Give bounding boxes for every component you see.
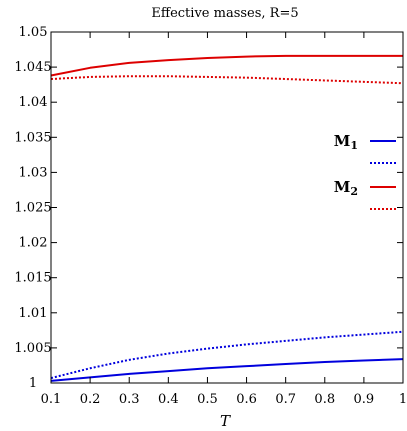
series-layer [50,54,404,382]
y-tick-label-7: 1.035 [14,130,51,145]
ticks-layer: 0.1 0.2 0.3 0.4 0.5 0.6 0.7 0.8 0.9 1 1 1.005 1.01 1.… [14,25,407,407]
y-tick-label-3: 1.015 [14,271,51,286]
series-line-0 [50,358,404,382]
y-tick-label-9: 1.045 [14,60,51,75]
legend-label-1: M2 [334,178,358,198]
plot-frame [50,31,404,384]
x-tick-label-6: 0.7 [275,392,296,407]
y-tick-label-2: 1.01 [19,306,48,321]
x-tick-label-5: 0.6 [236,392,257,407]
x-tick-label-2: 0.3 [119,392,140,407]
x-tick-label-7: 0.8 [314,392,335,407]
x-tick-label-3: 0.4 [158,392,179,407]
y-tick-label-0: 1 [29,376,37,391]
chart-title: Effective masses, R=5 [151,6,298,21]
y-tick-label-8: 1.04 [19,95,48,110]
x-tick-label-1: 0.2 [80,392,101,407]
y-tick-label-5: 1.025 [14,201,51,216]
series-line-1 [50,330,404,380]
y-tick-label-10: 1.05 [19,25,48,40]
legend-label-0: M1 [334,132,358,152]
x-tick-label-0: 0.1 [41,392,62,407]
series-line-3 [50,75,404,85]
x-tick-label-9: 1 [399,392,407,407]
x-tick-label-8: 0.9 [354,392,375,407]
series-line-2 [50,54,403,77]
y-tick-label-1: 1.005 [14,341,51,356]
x-axis-title: T [220,412,231,430]
y-tick-label-4: 1.02 [19,236,48,251]
x-tick-label-4: 0.5 [197,392,218,407]
y-tick-label-6: 1.03 [19,165,48,180]
legend: M1 M2 [334,132,396,210]
